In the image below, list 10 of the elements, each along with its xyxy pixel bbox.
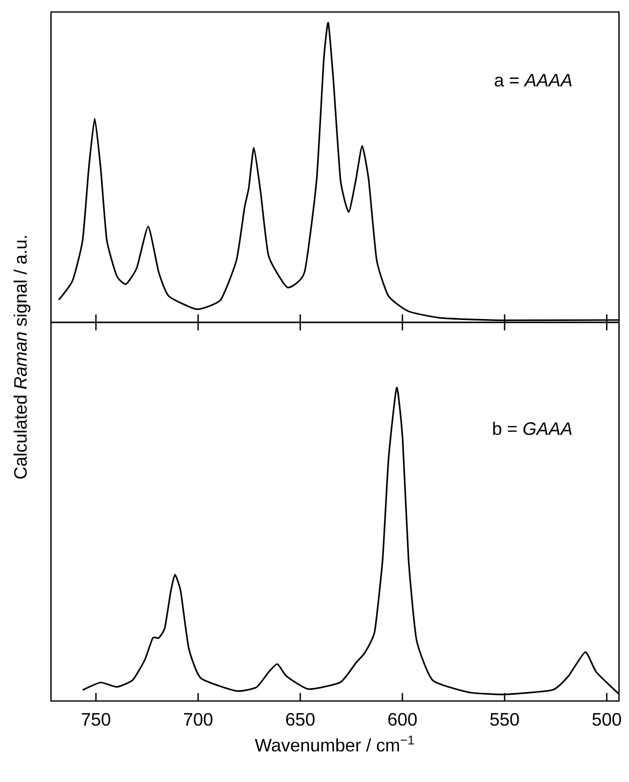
x-axis-title: Wavenumber / cm$^{−1}$	[254, 736, 414, 752]
annotation: a = AAAA	[494, 74, 572, 87]
x-tick-label: 550	[490, 713, 519, 726]
x-tick-label: 750	[82, 713, 110, 726]
y-axis-title: Calculated Raman signal / a.u.	[14, 236, 30, 479]
x-tick-label: 500	[592, 713, 622, 726]
annotation: b = GAAA	[493, 422, 572, 436]
x-tick-label: 700	[184, 713, 212, 726]
x-tick-label: 600	[388, 713, 417, 726]
x-tick-label: 650	[286, 713, 315, 726]
